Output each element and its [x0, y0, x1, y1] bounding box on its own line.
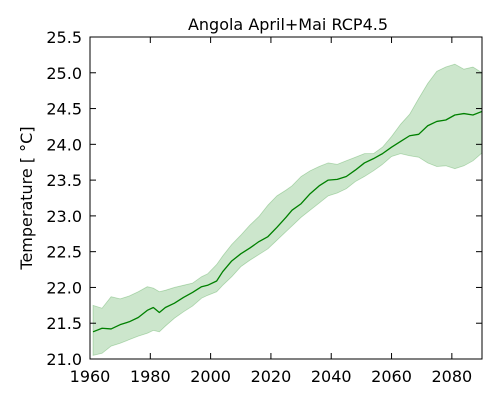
x-tick-label: 2000 — [190, 367, 231, 386]
y-tick-label: 21.5 — [46, 314, 82, 333]
series-band-range — [92, 63, 483, 356]
y-tick-label: 24.0 — [46, 135, 82, 154]
series-line-mean — [92, 110, 483, 333]
y-axis: 21.0 21.5 22.0 22.5 23.0 23.5 24.0 24.5 25.0 25.5 — [46, 28, 482, 369]
x-axis: 1960 1980 2000 2020 2040 2060 2080 — [70, 37, 472, 386]
x-tick-label: 2040 — [311, 367, 352, 386]
x-tick-label: 2060 — [371, 367, 412, 386]
x-tick-label: 1960 — [70, 367, 111, 386]
y-axis-label: Temperature [ °C] — [17, 126, 36, 270]
y-tick-label: 22.0 — [46, 278, 82, 297]
y-tick-label: 25.5 — [46, 28, 82, 47]
y-tick-label: 23.0 — [46, 207, 82, 226]
plot-frame — [89, 36, 483, 360]
chart-title: Angola April+Mai RCP4.5 — [188, 15, 388, 34]
x-tick-label: 1980 — [130, 367, 171, 386]
x-tick-label: 2080 — [431, 367, 472, 386]
y-tick-label: 21.0 — [46, 350, 82, 369]
y-tick-label: 24.5 — [46, 100, 82, 119]
y-tick-label: 22.5 — [46, 243, 82, 262]
plot-area — [92, 63, 483, 356]
x-tick-label: 2020 — [251, 367, 292, 386]
y-tick-label: 23.5 — [46, 171, 82, 190]
y-tick-label: 25.0 — [46, 64, 82, 83]
